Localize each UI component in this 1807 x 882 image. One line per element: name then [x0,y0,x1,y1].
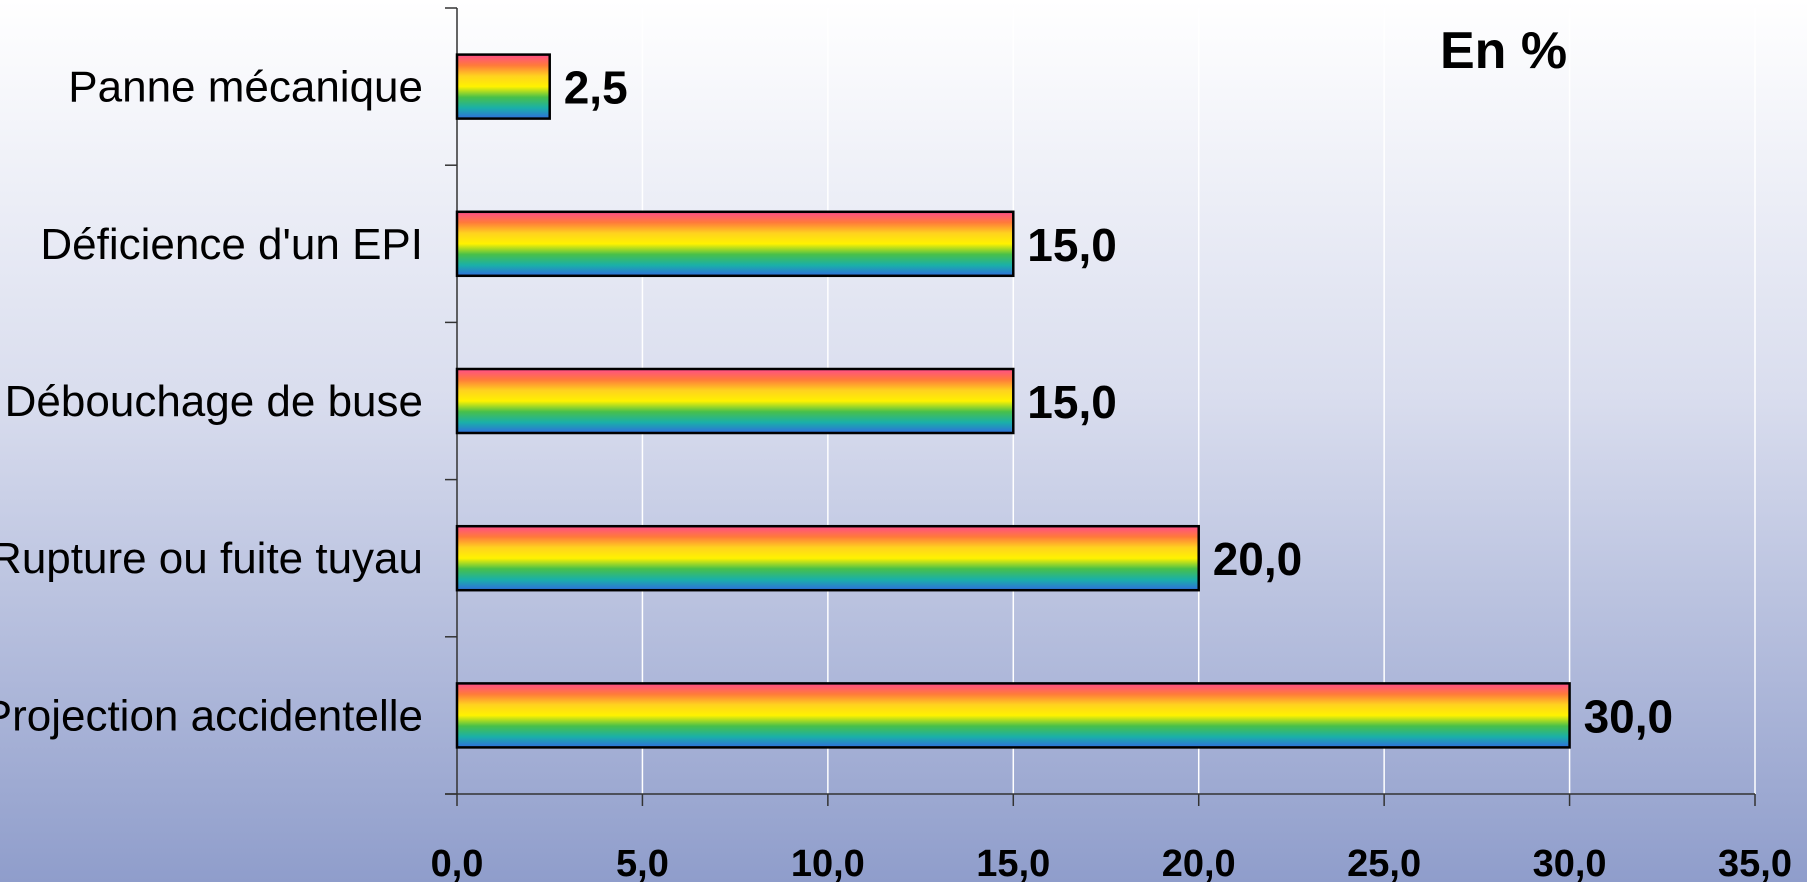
category-label: Projection accidentelle [0,691,423,740]
value-label: 15,0 [1027,376,1117,428]
value-label: 2,5 [564,62,628,114]
bar [455,524,1200,592]
x-tick-label: 30,0 [1533,843,1607,882]
bars [455,53,1571,749]
value-label: 15,0 [1027,219,1117,271]
bar [455,367,1015,435]
x-tick-label: 15,0 [976,843,1050,882]
category-label: Déficience d'un EPI [40,220,423,269]
value-label: 30,0 [1584,690,1674,742]
axes [445,7,1756,806]
x-tick-label: 35,0 [1718,843,1792,882]
category-label: Débouchage de buse [5,377,423,426]
x-tick-label: 25,0 [1347,843,1421,882]
x-tick-label: 10,0 [791,843,865,882]
bar [455,210,1015,278]
labels: 0,0 5,0 10,0 15,0 20,0 25,0 30,0 35,0 Panne méca… [0,62,1792,882]
category-label: Panne mécanique [68,63,423,112]
category-label: Rupture ou fuite tuyau [0,534,423,583]
x-tick-label: 20,0 [1162,843,1236,882]
x-tick-label: 5,0 [616,843,669,882]
bar [455,53,551,120]
bar [455,682,1571,749]
value-label: 20,0 [1213,533,1303,585]
unit-label: En % [1440,22,1567,80]
x-tick-label: 0,0 [431,843,484,882]
